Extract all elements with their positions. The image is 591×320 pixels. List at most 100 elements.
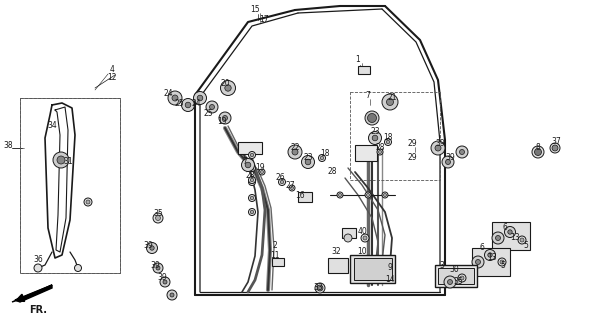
Circle shape [459, 149, 465, 155]
Circle shape [248, 209, 255, 215]
Text: 25: 25 [203, 108, 213, 117]
Circle shape [435, 145, 441, 151]
Text: 8: 8 [535, 143, 540, 153]
Circle shape [492, 232, 504, 244]
Circle shape [57, 156, 65, 164]
Circle shape [319, 155, 326, 162]
Circle shape [431, 141, 445, 155]
Circle shape [250, 180, 254, 184]
Circle shape [365, 111, 379, 125]
Circle shape [185, 102, 191, 108]
Circle shape [382, 192, 388, 198]
Text: 23: 23 [303, 154, 313, 163]
Circle shape [250, 153, 254, 157]
Circle shape [442, 156, 454, 168]
Text: 6: 6 [502, 223, 508, 233]
Text: 39: 39 [157, 274, 167, 283]
Circle shape [172, 95, 178, 101]
Text: 21: 21 [387, 93, 397, 102]
Circle shape [387, 140, 389, 144]
Bar [20, 98, 120, 273]
Text: 5: 5 [524, 242, 528, 251]
Text: 24: 24 [163, 90, 173, 99]
Text: 39: 39 [435, 140, 445, 148]
Circle shape [552, 145, 558, 151]
Circle shape [219, 112, 231, 124]
Circle shape [488, 253, 492, 257]
Circle shape [155, 215, 161, 220]
Circle shape [384, 194, 387, 196]
Text: 16: 16 [295, 190, 305, 199]
Text: 25: 25 [174, 99, 184, 108]
Bar [358, 66, 370, 74]
Circle shape [197, 95, 203, 101]
Circle shape [476, 260, 480, 265]
Circle shape [337, 192, 343, 198]
Circle shape [456, 146, 468, 158]
Bar [350, 255, 395, 283]
Circle shape [261, 171, 264, 173]
Text: 33: 33 [313, 284, 323, 292]
Circle shape [305, 159, 311, 165]
Circle shape [259, 169, 265, 175]
Text: 28: 28 [245, 172, 255, 180]
Circle shape [385, 139, 391, 146]
Circle shape [378, 150, 382, 154]
Circle shape [372, 135, 378, 141]
Circle shape [535, 149, 541, 155]
Circle shape [225, 85, 231, 91]
Text: 36: 36 [33, 255, 43, 265]
Text: 35: 35 [453, 277, 463, 286]
Text: 18: 18 [320, 149, 330, 158]
Circle shape [206, 101, 218, 113]
Circle shape [248, 179, 255, 186]
Circle shape [153, 263, 163, 273]
Circle shape [534, 148, 541, 156]
Bar [272, 258, 284, 266]
Text: 23: 23 [370, 127, 380, 137]
Circle shape [366, 194, 369, 196]
Circle shape [339, 194, 342, 196]
Circle shape [248, 195, 255, 202]
Circle shape [368, 114, 376, 123]
Circle shape [485, 250, 495, 260]
Text: 7: 7 [366, 92, 371, 100]
Circle shape [317, 285, 323, 291]
Circle shape [498, 258, 506, 266]
Circle shape [53, 152, 69, 168]
Circle shape [505, 227, 515, 237]
Bar [20, 98, 120, 273]
Circle shape [369, 132, 382, 145]
Text: 28: 28 [375, 143, 385, 153]
Bar [350, 92, 440, 180]
Circle shape [387, 99, 394, 106]
Circle shape [361, 234, 369, 242]
Circle shape [550, 143, 560, 153]
Circle shape [250, 210, 254, 214]
Circle shape [532, 146, 544, 158]
Text: 15: 15 [250, 5, 260, 14]
Circle shape [301, 156, 314, 169]
Circle shape [250, 178, 254, 182]
Text: 28: 28 [327, 167, 337, 177]
Circle shape [382, 94, 398, 110]
Polygon shape [12, 285, 52, 302]
Circle shape [242, 158, 255, 172]
Text: 22: 22 [290, 143, 300, 153]
Text: 9: 9 [388, 263, 392, 273]
Text: 6: 6 [479, 244, 485, 252]
Text: 14: 14 [385, 276, 395, 284]
Bar [435, 265, 477, 287]
Text: 40: 40 [357, 228, 367, 236]
Circle shape [447, 279, 453, 284]
Circle shape [377, 149, 383, 155]
Polygon shape [15, 285, 52, 302]
Circle shape [472, 256, 484, 268]
Circle shape [167, 290, 177, 300]
Text: 10: 10 [357, 247, 367, 257]
Circle shape [74, 265, 82, 271]
Circle shape [444, 276, 456, 288]
Circle shape [369, 115, 375, 121]
Circle shape [446, 159, 450, 164]
Text: 37: 37 [551, 137, 561, 146]
